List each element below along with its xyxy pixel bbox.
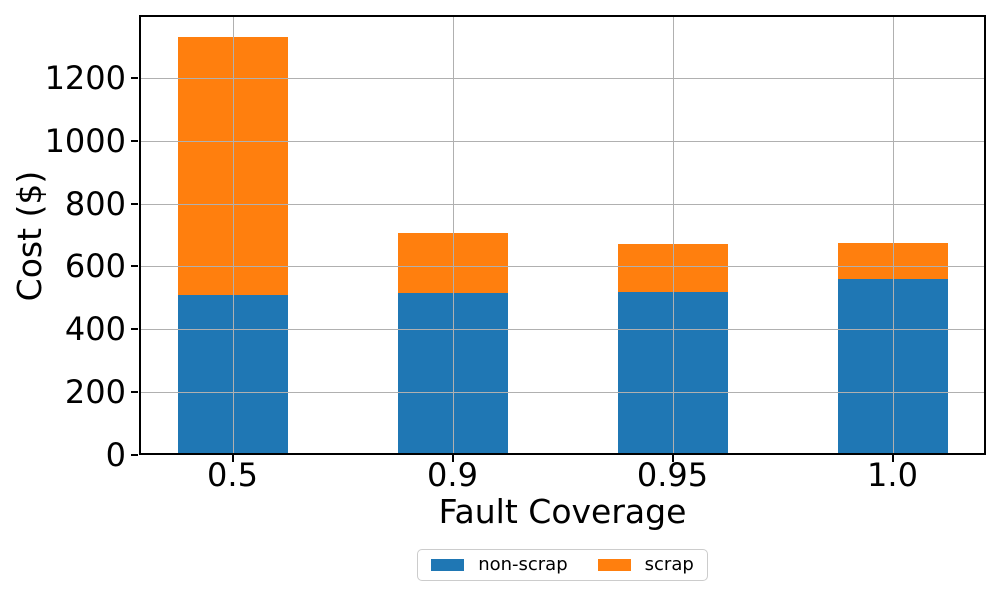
x-tick-label: 0.95 (636, 456, 709, 494)
legend-item-scrap: scrap (597, 554, 694, 575)
gridline-h (139, 392, 986, 394)
y-tick-label: 0 (105, 436, 126, 474)
plot-area (139, 15, 986, 455)
non-scrap-swatch-icon (431, 559, 465, 571)
gridline-h (139, 203, 986, 205)
x-tick-mark (891, 455, 894, 462)
gridline-h (139, 329, 986, 331)
gridline-v (452, 15, 454, 455)
x-tick-label: 0.5 (207, 456, 258, 494)
y-tick-mark (131, 328, 138, 331)
legend: non-scrap scrap (139, 549, 986, 581)
y-tick-mark (131, 76, 138, 79)
x-tick-mark (231, 455, 234, 462)
y-tick-mark (131, 391, 138, 394)
scrap-swatch-icon (597, 559, 631, 571)
legend-item-non-scrap: non-scrap (431, 554, 568, 575)
x-tick-label: 1.0 (867, 456, 918, 494)
legend-box: non-scrap scrap (417, 549, 708, 581)
y-tick-label: 1000 (44, 121, 126, 160)
x-tick-mark (451, 455, 454, 462)
y-tick-label: 200 (64, 373, 126, 412)
x-tick-label: 0.9 (427, 456, 478, 494)
y-tick-label: 800 (64, 184, 126, 223)
x-tick-mark (671, 455, 674, 462)
gridline-h (139, 77, 986, 79)
y-tick-mark (131, 454, 138, 456)
legend-label: scrap (644, 554, 694, 575)
y-tick-mark (131, 202, 138, 205)
gridline-v (672, 15, 674, 455)
gridline-v (892, 15, 894, 455)
y-tick-mark (131, 139, 138, 142)
y-tick-label: 400 (64, 310, 126, 349)
gridline-h (139, 266, 986, 268)
y-tick-mark (131, 265, 138, 268)
x-axis-label: Fault Coverage (438, 492, 687, 531)
gridline-v (232, 15, 234, 455)
gridline-h (139, 140, 986, 142)
legend-label: non-scrap (478, 554, 568, 575)
y-tick-label: 1200 (44, 58, 126, 97)
y-tick-label: 600 (64, 247, 126, 286)
